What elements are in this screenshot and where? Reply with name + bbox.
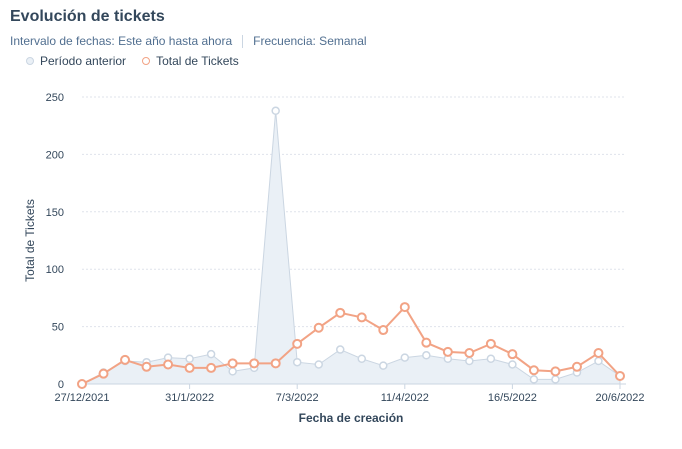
legend-item-current[interactable]: Total de Tickets	[142, 54, 239, 68]
data-point-current	[421, 337, 432, 348]
data-point-current	[356, 312, 367, 323]
frequency-filter[interactable]: Frecuencia: Semanal	[253, 34, 367, 48]
chart-title: Evolución de tickets	[10, 8, 165, 25]
data-point-current	[442, 346, 453, 357]
filter-divider	[242, 34, 244, 48]
data-point-current	[571, 361, 582, 372]
data-point-current	[615, 370, 625, 381]
data-point-previous	[422, 351, 431, 360]
legend-label-current: Total de Tickets	[156, 54, 239, 68]
series-previous-area	[81, 110, 621, 385]
data-point-current	[464, 348, 475, 359]
data-point-current	[77, 379, 87, 389]
data-point-previous	[379, 361, 388, 370]
legend-swatch-previous	[26, 57, 34, 65]
data-point-current	[141, 361, 152, 372]
data-point-current	[335, 307, 346, 318]
x-tick-label: 11/4/2022	[381, 392, 429, 404]
data-point-current	[163, 359, 174, 370]
chart-filters: Intervalo de fechas: Este año hasta ahor…	[10, 34, 367, 48]
data-point-previous	[292, 357, 302, 367]
data-point-current	[206, 362, 217, 373]
legend-swatch-current	[142, 57, 151, 65]
data-point-previous	[486, 354, 496, 363]
data-point-current	[550, 366, 561, 377]
data-point-previous	[508, 360, 517, 369]
chart-legend: Período anterior Total de Tickets	[26, 54, 255, 68]
data-point-current	[98, 368, 109, 379]
data-point-current	[270, 358, 281, 369]
data-point-previous	[185, 354, 194, 363]
data-point-current	[593, 348, 604, 359]
x-tick-label: 7/3/2022	[276, 392, 319, 404]
x-tick-label: 20/6/2022	[596, 392, 645, 404]
data-point-current	[120, 354, 131, 365]
data-point-current	[507, 349, 518, 360]
data-point-current	[378, 325, 389, 336]
data-point-previous	[271, 106, 280, 116]
y-tick-label: 200	[46, 149, 64, 161]
data-point-previous	[206, 349, 216, 359]
x-tick-label: 31/1/2022	[165, 392, 214, 404]
y-tick-label: 50	[52, 322, 64, 334]
y-tick-label: 250	[46, 92, 64, 104]
data-point-previous	[465, 356, 474, 366]
data-point-previous	[335, 345, 345, 354]
data-point-current	[528, 365, 539, 376]
x-tick-label: 27/12/2021	[54, 392, 109, 404]
data-point-current	[249, 358, 260, 369]
legend-label-previous: Período anterior	[40, 54, 127, 68]
data-point-current	[292, 338, 303, 349]
y-tick-label: 150	[46, 207, 64, 219]
data-point-current	[399, 302, 410, 313]
legend-item-previous[interactable]: Período anterior	[26, 54, 126, 68]
data-point-previous	[400, 353, 410, 362]
y-tick-label: 0	[58, 379, 64, 391]
data-point-previous	[228, 367, 237, 376]
y-tick-label: 100	[46, 264, 64, 276]
data-point-previous	[314, 360, 323, 369]
data-point-previous	[551, 375, 560, 384]
data-point-previous	[594, 356, 603, 366]
data-point-current	[485, 338, 496, 349]
data-point-current	[227, 358, 238, 369]
data-point-previous	[357, 354, 367, 363]
data-point-current	[184, 362, 195, 373]
data-point-current	[313, 322, 324, 333]
x-axis-label: Fecha de creación	[299, 411, 404, 425]
y-axis-label: Total de Tickets	[23, 199, 37, 282]
x-tick-label: 16/5/2022	[488, 392, 537, 404]
data-point-previous	[529, 375, 539, 384]
date-range-filter[interactable]: Intervalo de fechas: Este año hasta ahor…	[10, 34, 233, 48]
